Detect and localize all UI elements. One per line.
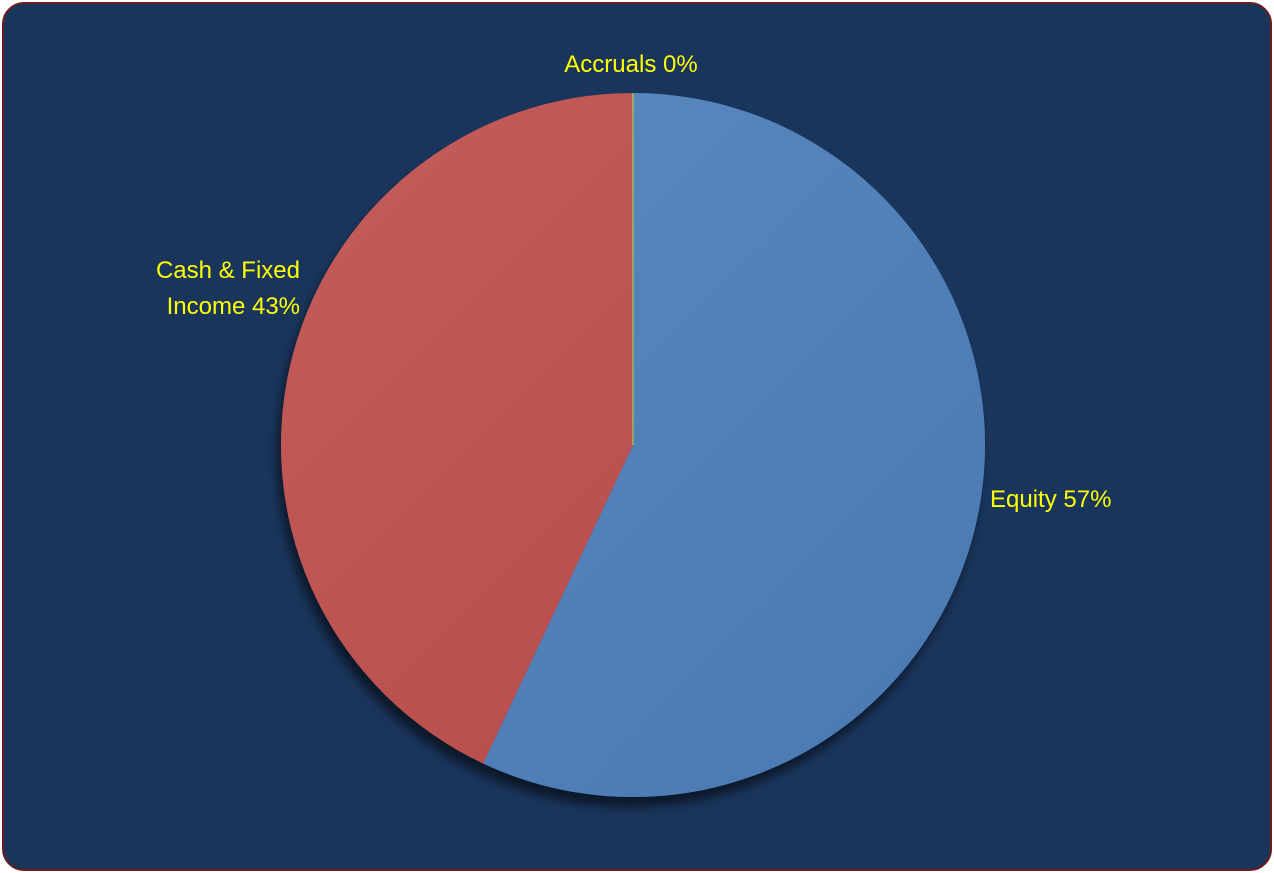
pie-labels: Equity 57% Cash & Fixed Income 43% Accruals… [156,51,1111,513]
pie-label-line: Accruals 0% [564,51,697,78]
pie-label-cash-fixed-income: Cash & Fixed Income 43% [156,257,300,320]
pie-slices [281,93,986,797]
pie-label-equity: Equity 57% [990,486,1111,513]
pie-label-line: Equity 57% [990,486,1111,513]
pie-chart: Equity 57% Cash & Fixed Income 43% Accruals… [156,51,1111,797]
pie-label-line: Cash & Fixed [156,257,300,284]
pie-label-line: Income 43% [167,293,300,320]
pie-label-accruals: Accruals 0% [564,51,697,78]
